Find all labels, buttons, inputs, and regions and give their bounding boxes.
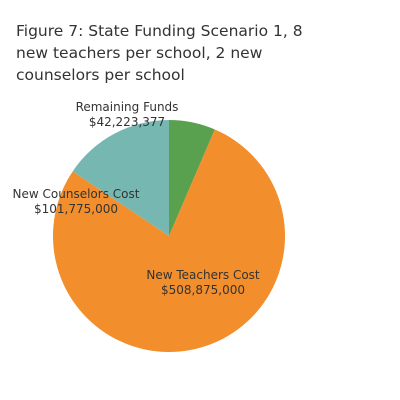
- chart-title: Figure 7: State Funding Scenario 1, 8 ne…: [16, 22, 303, 84]
- pie-slice-new-counselors-cost[interactable]: [72, 120, 169, 236]
- pie-slice-new-teachers-cost[interactable]: [52, 129, 285, 353]
- slice-label-new-counselors-cost: New Counselors Cost: [13, 187, 140, 201]
- slice-label-remaining-funds: Remaining Funds: [76, 100, 179, 114]
- pie-slice-remaining-funds[interactable]: [169, 120, 215, 236]
- slice-value-new-counselors-cost: $101,775,000: [34, 202, 118, 216]
- slice-value-remaining-funds: $42,223,377: [89, 115, 165, 129]
- slice-label-new-teachers-cost: New Teachers Cost: [146, 268, 260, 282]
- slice-value-new-teachers-cost: $508,875,000: [161, 283, 245, 297]
